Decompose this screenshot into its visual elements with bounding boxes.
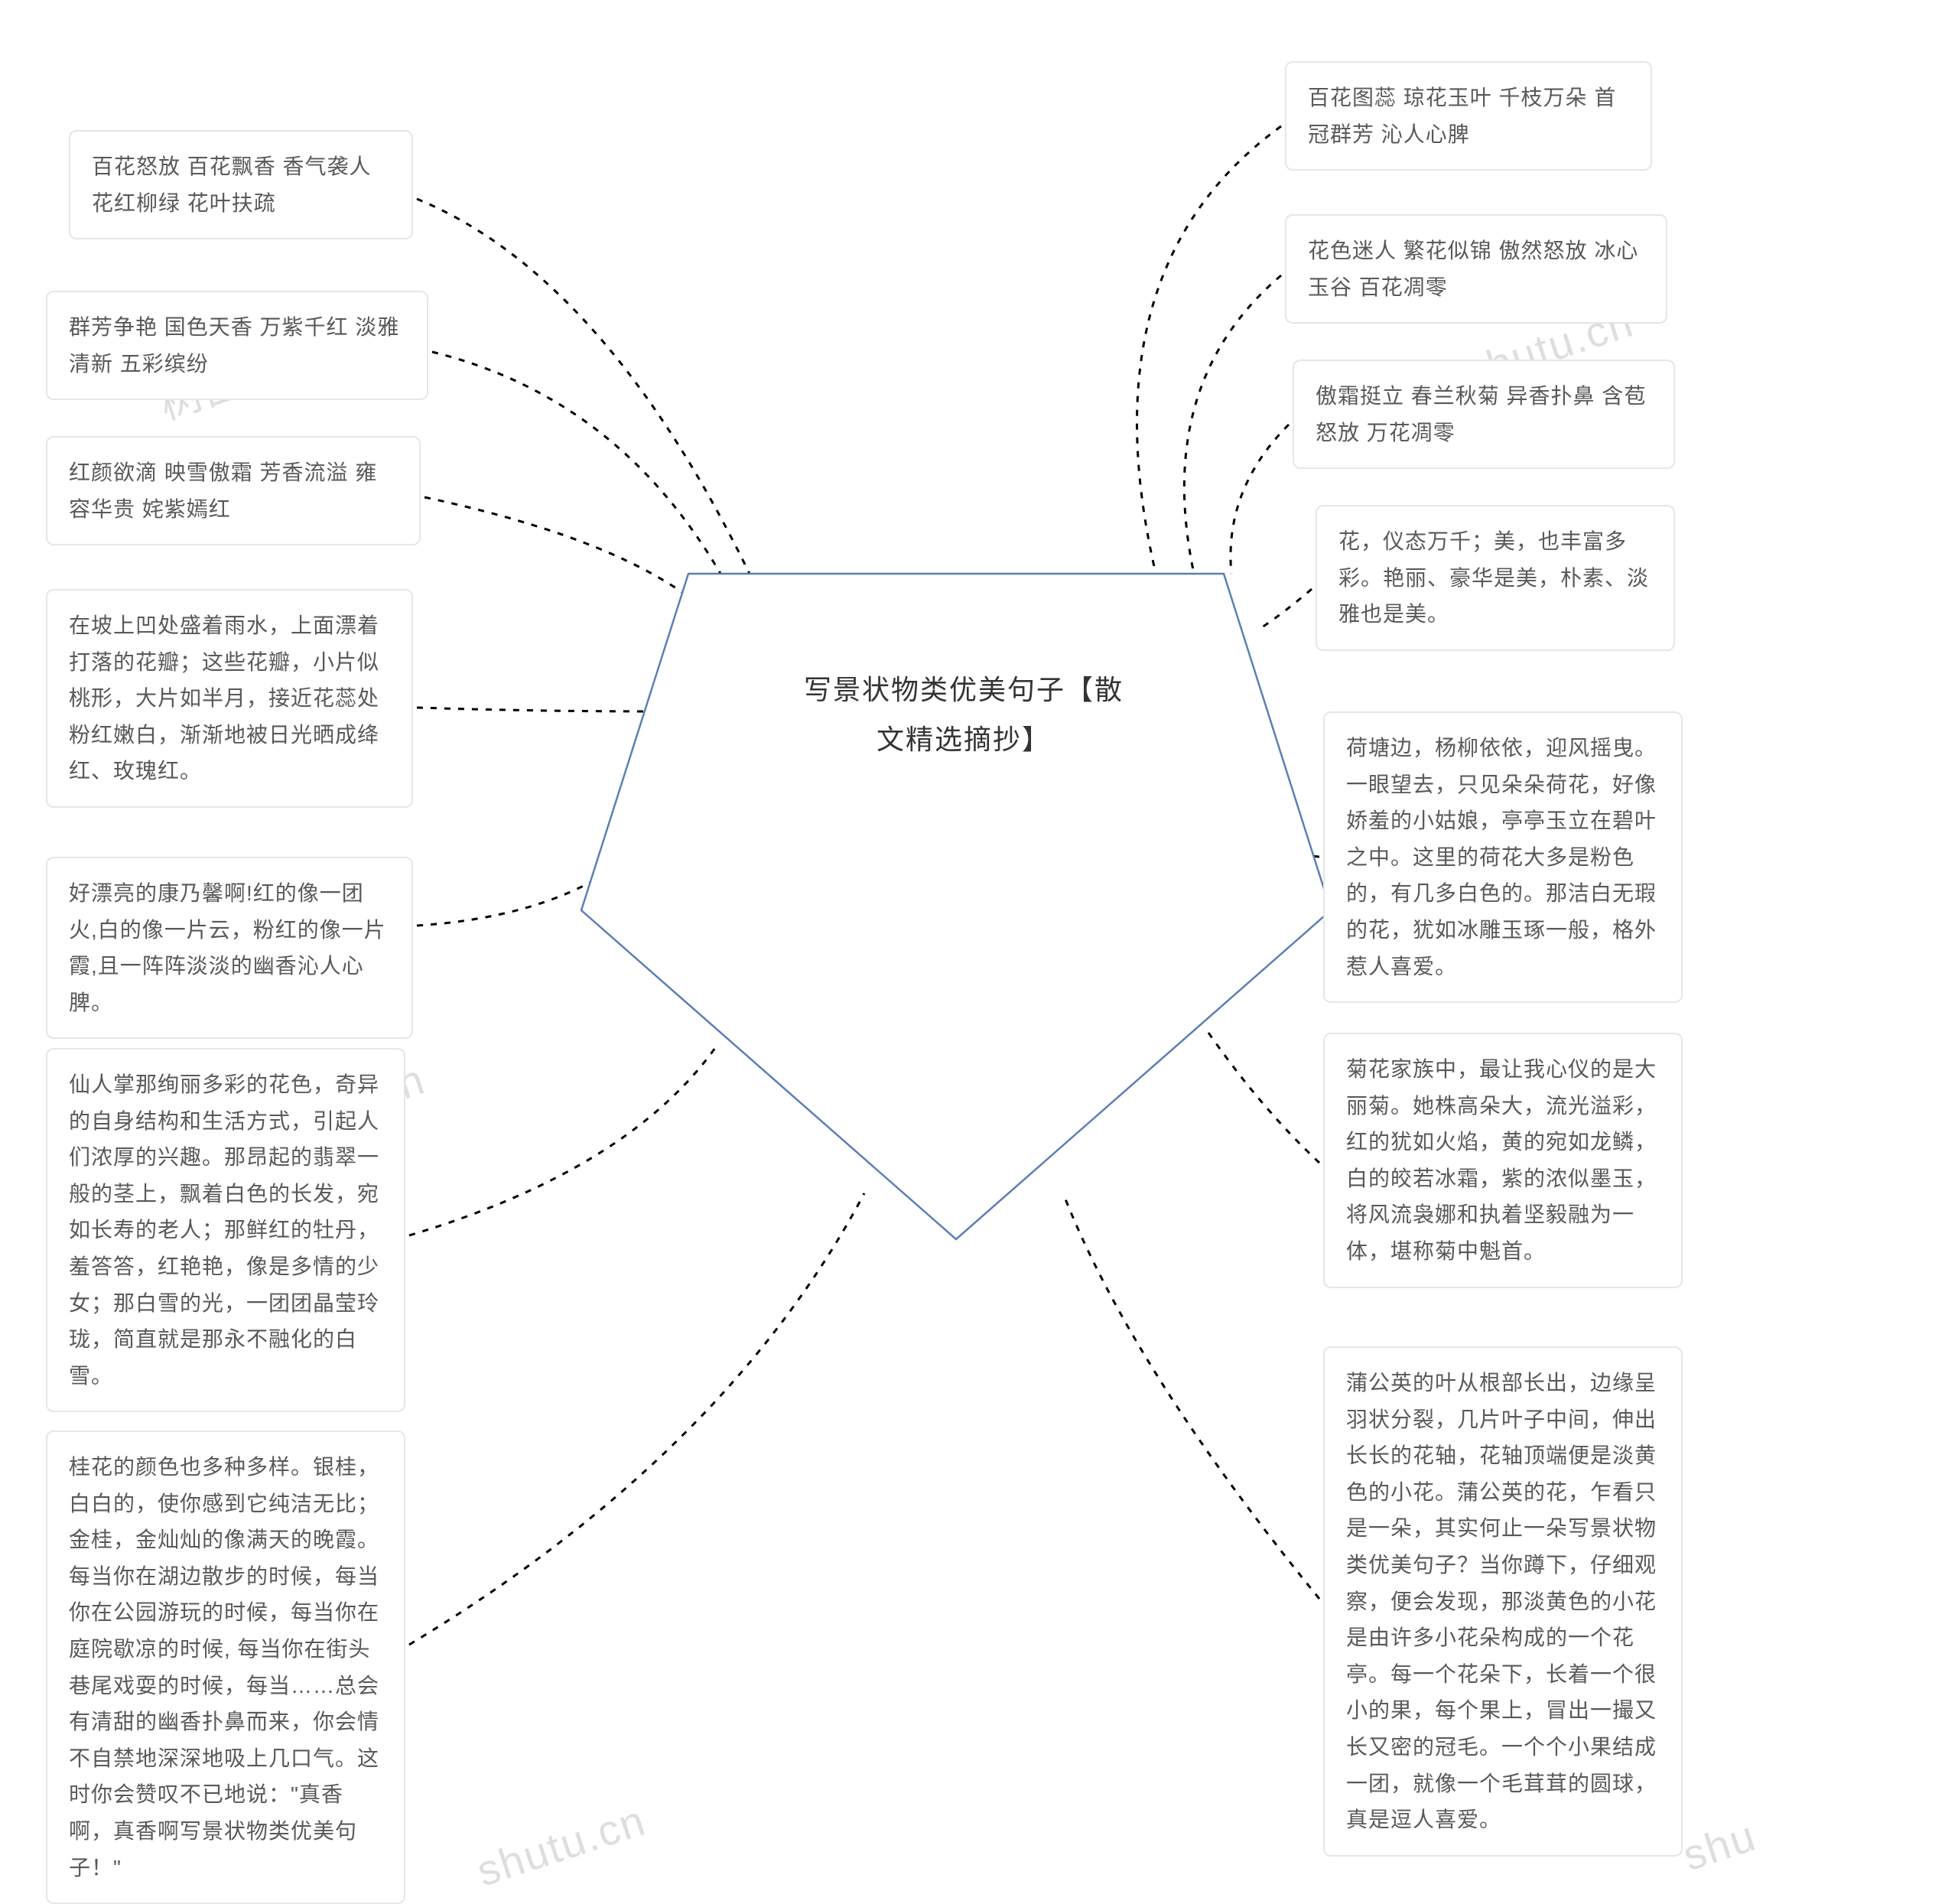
node-right-5: 荷塘边，杨柳依依，迎风摇曳。一眼望去，只见朵朵荷花，好像娇羞的小姑娘，亭亭玉立在…	[1323, 711, 1683, 1003]
connector	[1231, 425, 1289, 574]
connector	[1262, 589, 1312, 627]
connector	[432, 352, 723, 578]
connector	[417, 708, 658, 711]
connector	[424, 497, 688, 597]
node-right-6: 菊花家族中，最让我心仪的是大丽菊。她株高朵大，流光溢彩，红的犹如火焰，黄的宛如龙…	[1323, 1033, 1683, 1288]
connector	[1184, 275, 1281, 570]
connector	[417, 199, 750, 574]
connector	[409, 1193, 864, 1645]
node-left-2: 群芳争艳 国色天香 万紫千红 淡雅清新 五彩缤纷	[46, 291, 428, 400]
node-left-6: 仙人掌那绚丽多彩的花色，奇异的自身结构和生活方式，引起人们浓厚的兴趣。那昂起的翡…	[46, 1048, 405, 1412]
center-title-line1: 写景状物类优美句子【散	[804, 674, 1124, 705]
node-right-3: 傲霜挺立 春兰秋菊 异香扑鼻 含苞怒放 万花凋零	[1293, 360, 1675, 469]
node-left-1: 百花怒放 百花飘香 香气袭人 花红柳绿 花叶扶疏	[69, 130, 413, 239]
watermark: shutu.cn	[471, 1795, 652, 1896]
node-right-2: 花色迷人 繁花似锦 傲然怒放 冰心玉谷 百花凋零	[1285, 214, 1667, 324]
node-left-5: 好漂亮的康乃馨啊!红的像一团火,白的像一片云，粉红的像一片霞,且一阵阵淡淡的幽香…	[46, 857, 413, 1039]
connector	[1300, 853, 1319, 857]
connector	[417, 872, 608, 926]
center-title: 写景状物类优美句子【散 文精选摘抄】	[795, 666, 1132, 765]
center-title-line2: 文精选摘抄】	[877, 724, 1051, 755]
node-right-7: 蒲公英的叶从根部长出，边缘呈羽状分裂，几片叶子中间，伸出长长的花轴，花轴顶端便是…	[1323, 1346, 1683, 1857]
connector	[1208, 1033, 1319, 1163]
node-left-7: 桂花的颜色也多种多样。银桂，白白的，使你感到它纯洁无比；金桂，金灿灿的像满天的晚…	[46, 1430, 405, 1904]
connector	[1137, 126, 1281, 570]
connector	[409, 1048, 715, 1235]
node-left-3: 红颜欲滴 映雪傲霜 芳香流溢 雍容华贵 姹紫嫣红	[46, 436, 421, 545]
diagram-canvas: 树图 shutu.cn 树图 shutu.cn 树图 shutu.cn 树图 s…	[0, 0, 1958, 1850]
watermark: shu	[1677, 1811, 1762, 1881]
connector	[1063, 1193, 1319, 1599]
node-right-1: 百花图蕊 琼花玉叶 千枝万朵 首冠群芳 沁人心脾	[1285, 61, 1652, 171]
node-right-4: 花，仪态万千；美，也丰富多彩。艳丽、豪华是美，朴素、淡雅也是美。	[1316, 505, 1675, 651]
node-left-4: 在坡上凹处盛着雨水，上面漂着打落的花瓣；这些花瓣，小片似桃形，大片如半月，接近花…	[46, 589, 413, 808]
